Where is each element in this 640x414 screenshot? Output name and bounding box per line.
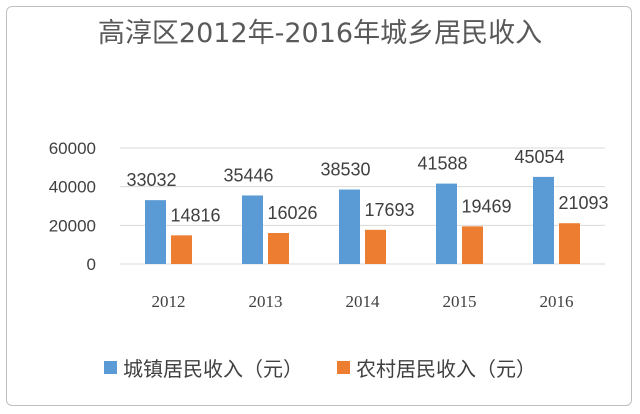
bar-rural (268, 233, 289, 264)
data-label-rural: 19469 (461, 196, 511, 216)
bar-urban (436, 183, 457, 264)
x-tick-label: 2014 (346, 292, 381, 311)
legend-swatch-rural (337, 360, 350, 374)
legend-label-rural: 农村居民收入（元） (356, 356, 536, 381)
data-label-rural: 21093 (558, 193, 608, 213)
bar-urban (145, 200, 166, 264)
legend-item-rural: 农村居民收入（元） (337, 353, 536, 382)
legend: 城镇居民收入（元） 农村居民收入（元） (0, 352, 640, 382)
data-label-rural: 14816 (170, 205, 220, 225)
bar-urban (339, 189, 360, 264)
x-tick-label: 2013 (249, 292, 283, 311)
y-tick-label: 40000 (49, 178, 96, 197)
x-tick-label: 2016 (540, 292, 574, 311)
data-label-rural: 16026 (267, 203, 317, 223)
chart-frame (6, 6, 632, 406)
chart-title: 高淳区2012年-2016年城乡居民收入 (0, 14, 640, 54)
legend-label-urban: 城镇居民收入（元） (123, 356, 303, 381)
bar-rural (559, 223, 580, 264)
y-tick-label: 60000 (49, 139, 96, 158)
legend-swatch-urban (104, 360, 117, 374)
bar-rural (365, 229, 386, 264)
chart-title-text: 高淳区2012年-2016年城乡居民收入 (97, 18, 543, 49)
x-tick-label: 2015 (443, 292, 477, 311)
data-label-urban: 41588 (417, 154, 467, 174)
bar-urban (533, 176, 554, 264)
y-tick-label: 20000 (49, 216, 96, 235)
bar-urban (242, 195, 263, 264)
data-label-urban: 33032 (126, 170, 176, 190)
bar-rural (462, 226, 483, 264)
data-label-urban: 38530 (320, 160, 370, 180)
x-tick-label: 2012 (152, 292, 186, 311)
y-tick-label: 0 (87, 255, 96, 274)
data-label-urban: 45054 (514, 147, 564, 167)
data-label-rural: 17693 (364, 200, 414, 220)
data-label-urban: 35446 (223, 165, 273, 185)
legend-item-urban: 城镇居民收入（元） (104, 353, 303, 382)
bar-rural (171, 235, 192, 264)
